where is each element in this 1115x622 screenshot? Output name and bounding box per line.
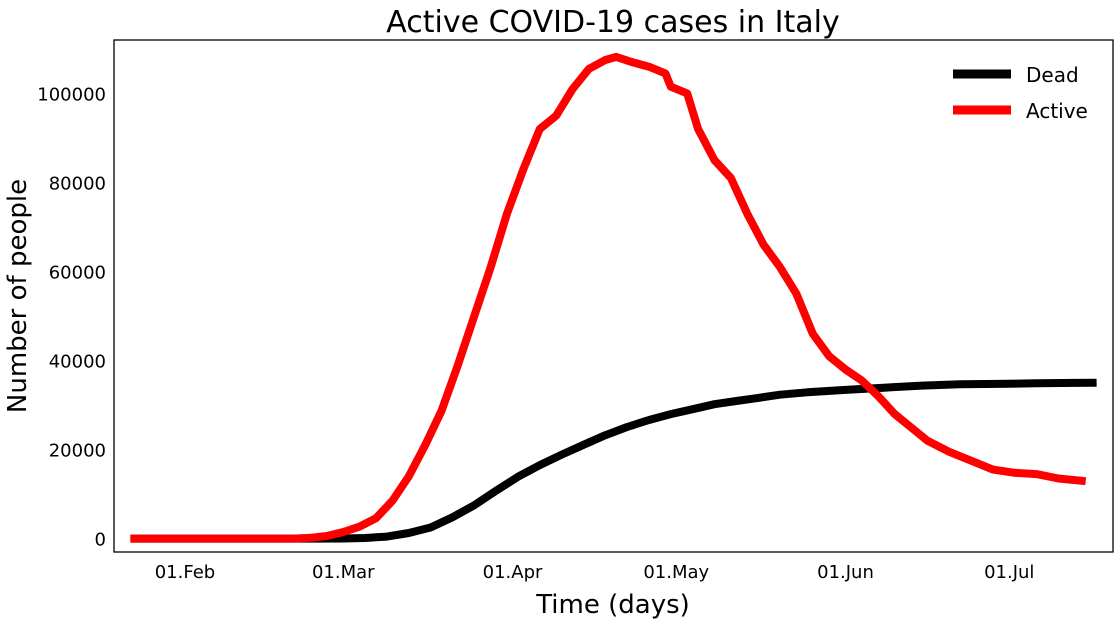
legend: Dead Active — [953, 63, 1088, 123]
series-line-dead — [130, 378, 1097, 543]
x-tick-label: 01.Feb — [155, 562, 216, 583]
x-tick-label: 01.Apr — [483, 562, 543, 583]
y-tick-label: 80000 — [49, 173, 106, 194]
x-tick-label: 01.May — [643, 562, 709, 583]
x-axis-label: Time (days) — [535, 590, 690, 620]
y-axis-ticks: 0 20000 40000 60000 80000 100000 — [37, 84, 106, 550]
x-tick-label: 01.Mar — [312, 562, 375, 583]
x-tick-label: 01.Jun — [817, 562, 874, 583]
legend-label-active: Active — [1026, 99, 1088, 123]
legend-label-dead: Dead — [1026, 63, 1079, 87]
chart-title: Active COVID-19 cases in Italy — [386, 5, 839, 40]
series-layer — [130, 52, 1097, 543]
y-tick-label: 100000 — [37, 84, 106, 105]
x-tick-label: 01.Jul — [984, 562, 1034, 583]
x-axis-ticks: 01.Feb 01.Mar 01.Apr 01.May 01.Jun 01.Jul — [155, 562, 1035, 583]
y-tick-label: 40000 — [49, 352, 106, 373]
series-line-active — [130, 52, 1087, 543]
y-tick-label: 0 — [95, 530, 106, 551]
y-axis-label: Number of people — [3, 179, 33, 413]
plot-area-frame — [113, 39, 1114, 553]
y-tick-label: 20000 — [49, 441, 106, 462]
y-tick-label: 60000 — [49, 263, 106, 284]
